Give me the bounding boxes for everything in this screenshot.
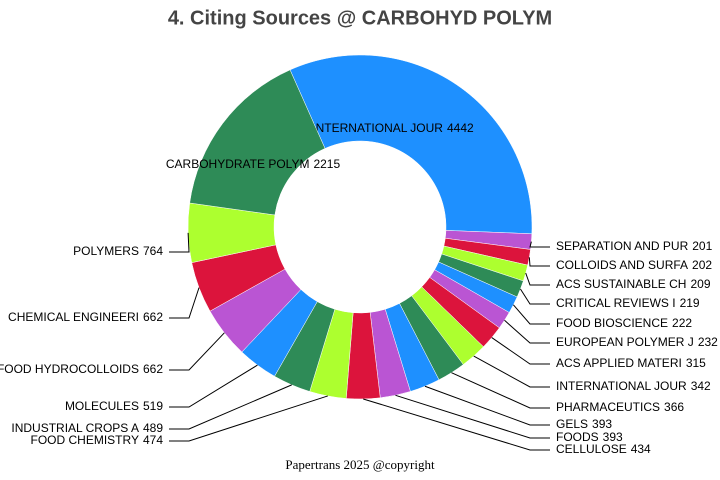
slice-name: FOODS [556, 430, 599, 444]
leader-line [169, 332, 225, 371]
slice-label: CARBOHYDRATE POLYM 2215 [166, 157, 341, 171]
slice-label: INTERNATIONAL JOUR 342 [556, 379, 711, 393]
slice-value: 201 [692, 239, 712, 253]
slice-value: 764 [143, 244, 163, 258]
slice-label: FOOD CHEMISTRY 474 [31, 433, 164, 447]
slice-value: 489 [143, 421, 163, 435]
slice [189, 69, 326, 216]
leader-line [169, 395, 328, 442]
leader-line [525, 272, 550, 286]
slice-name: CARBOHYDRATE POLYM [166, 157, 310, 171]
slice-label: INTERNATIONAL JOUR 4442 [312, 121, 474, 135]
slice-label: CELLULOSE 434 [556, 442, 651, 456]
slice-value: 219 [680, 296, 700, 310]
leader-line [424, 385, 550, 426]
slice-value: 232 [698, 335, 718, 349]
leader-line [169, 384, 292, 430]
slice-value: 315 [686, 356, 706, 370]
slice-name: FOOD CHEMISTRY [31, 433, 139, 447]
slice-label: PHARMACEUTICS 366 [556, 400, 684, 414]
leader-line [512, 304, 550, 325]
slice-label: INDUSTRIAL CROPS A 489 [11, 421, 163, 435]
slice-label: ACS APPLIED MATERI 315 [556, 356, 706, 370]
slice-name: MOLECULES [65, 399, 139, 413]
slice-value: 662 [143, 362, 163, 376]
slice-label: EUROPEAN POLYMER J 232 [556, 335, 718, 349]
slice-value: 474 [143, 433, 163, 447]
slice-name: GELS [556, 417, 588, 431]
slice-value: 4442 [447, 121, 474, 135]
slice-name: SEPARATION AND PUR [556, 239, 689, 253]
slice-name: CRITICAL REVIEWS I [556, 296, 676, 310]
slice-name: FOOD BIOSCIENCE [556, 316, 668, 330]
slice-value: 202 [692, 258, 712, 272]
slice-name: INTERNATIONAL JOUR [312, 121, 443, 135]
slice-name: CELLULOSE [556, 442, 627, 456]
slice-label: FOODS 393 [556, 430, 623, 444]
slice-label: CHEMICAL ENGINEERI 662 [8, 310, 163, 324]
slice-label: SEPARATION AND PUR 201 [556, 239, 713, 253]
caption: Papertrans 2025 @copyright [285, 457, 435, 472]
slice-name: ACS APPLIED MATERI [556, 356, 682, 370]
slice-value: 366 [664, 400, 684, 414]
slice-value: 393 [603, 430, 623, 444]
slice-name: COLLOIDS AND SURFA [556, 258, 688, 272]
chart-title: 4. Citing Sources @ CARBOHYD POLYM [168, 7, 552, 29]
slice-value: 209 [690, 277, 710, 291]
leader-line [491, 337, 550, 365]
leader-line [520, 288, 550, 305]
leader-line [504, 319, 550, 344]
slice-value: 2215 [313, 157, 340, 171]
slice-label: POLYMERS 764 [73, 244, 163, 258]
slice-label: FOOD BIOSCIENCE 222 [556, 316, 692, 330]
slice [289, 54, 533, 235]
slice-value: 222 [672, 316, 692, 330]
leader-line [528, 257, 550, 267]
slice-name: POLYMERS [73, 244, 139, 258]
slice-name: INTERNATIONAL JOUR [556, 379, 687, 393]
leader-line [169, 232, 190, 253]
leader-line [529, 241, 550, 248]
slice-value: 662 [143, 310, 163, 324]
slice-name: EUROPEAN POLYMER J [556, 335, 694, 349]
leader-line [169, 287, 200, 319]
slice-name: CHEMICAL ENGINEERI [8, 310, 139, 324]
leader-line [473, 355, 550, 388]
slice-label: GELS 393 [556, 417, 612, 431]
leader-line [169, 364, 258, 408]
leader-line [363, 398, 550, 451]
slice-value: 393 [592, 417, 612, 431]
slice-name: PHARMACEUTICS [556, 400, 660, 414]
slice-label: COLLOIDS AND SURFA 202 [556, 258, 712, 272]
slice-name: ACS SUSTAINABLE CH [556, 277, 686, 291]
slice-label: FOOD HYDROCOLLOIDS 662 [0, 362, 163, 376]
slice-value: 342 [691, 379, 711, 393]
slice-name: FOOD HYDROCOLLOIDS [0, 362, 139, 376]
leader-line [395, 394, 550, 439]
slice-label: CRITICAL REVIEWS I 219 [556, 296, 700, 310]
slice-label: MOLECULES 519 [65, 399, 163, 413]
slice-name: INDUSTRIAL CROPS A [11, 421, 139, 435]
slice-value: 434 [631, 442, 651, 456]
slice-label: ACS SUSTAINABLE CH 209 [556, 277, 711, 291]
leader-line [451, 372, 550, 409]
slice-value: 519 [143, 399, 163, 413]
